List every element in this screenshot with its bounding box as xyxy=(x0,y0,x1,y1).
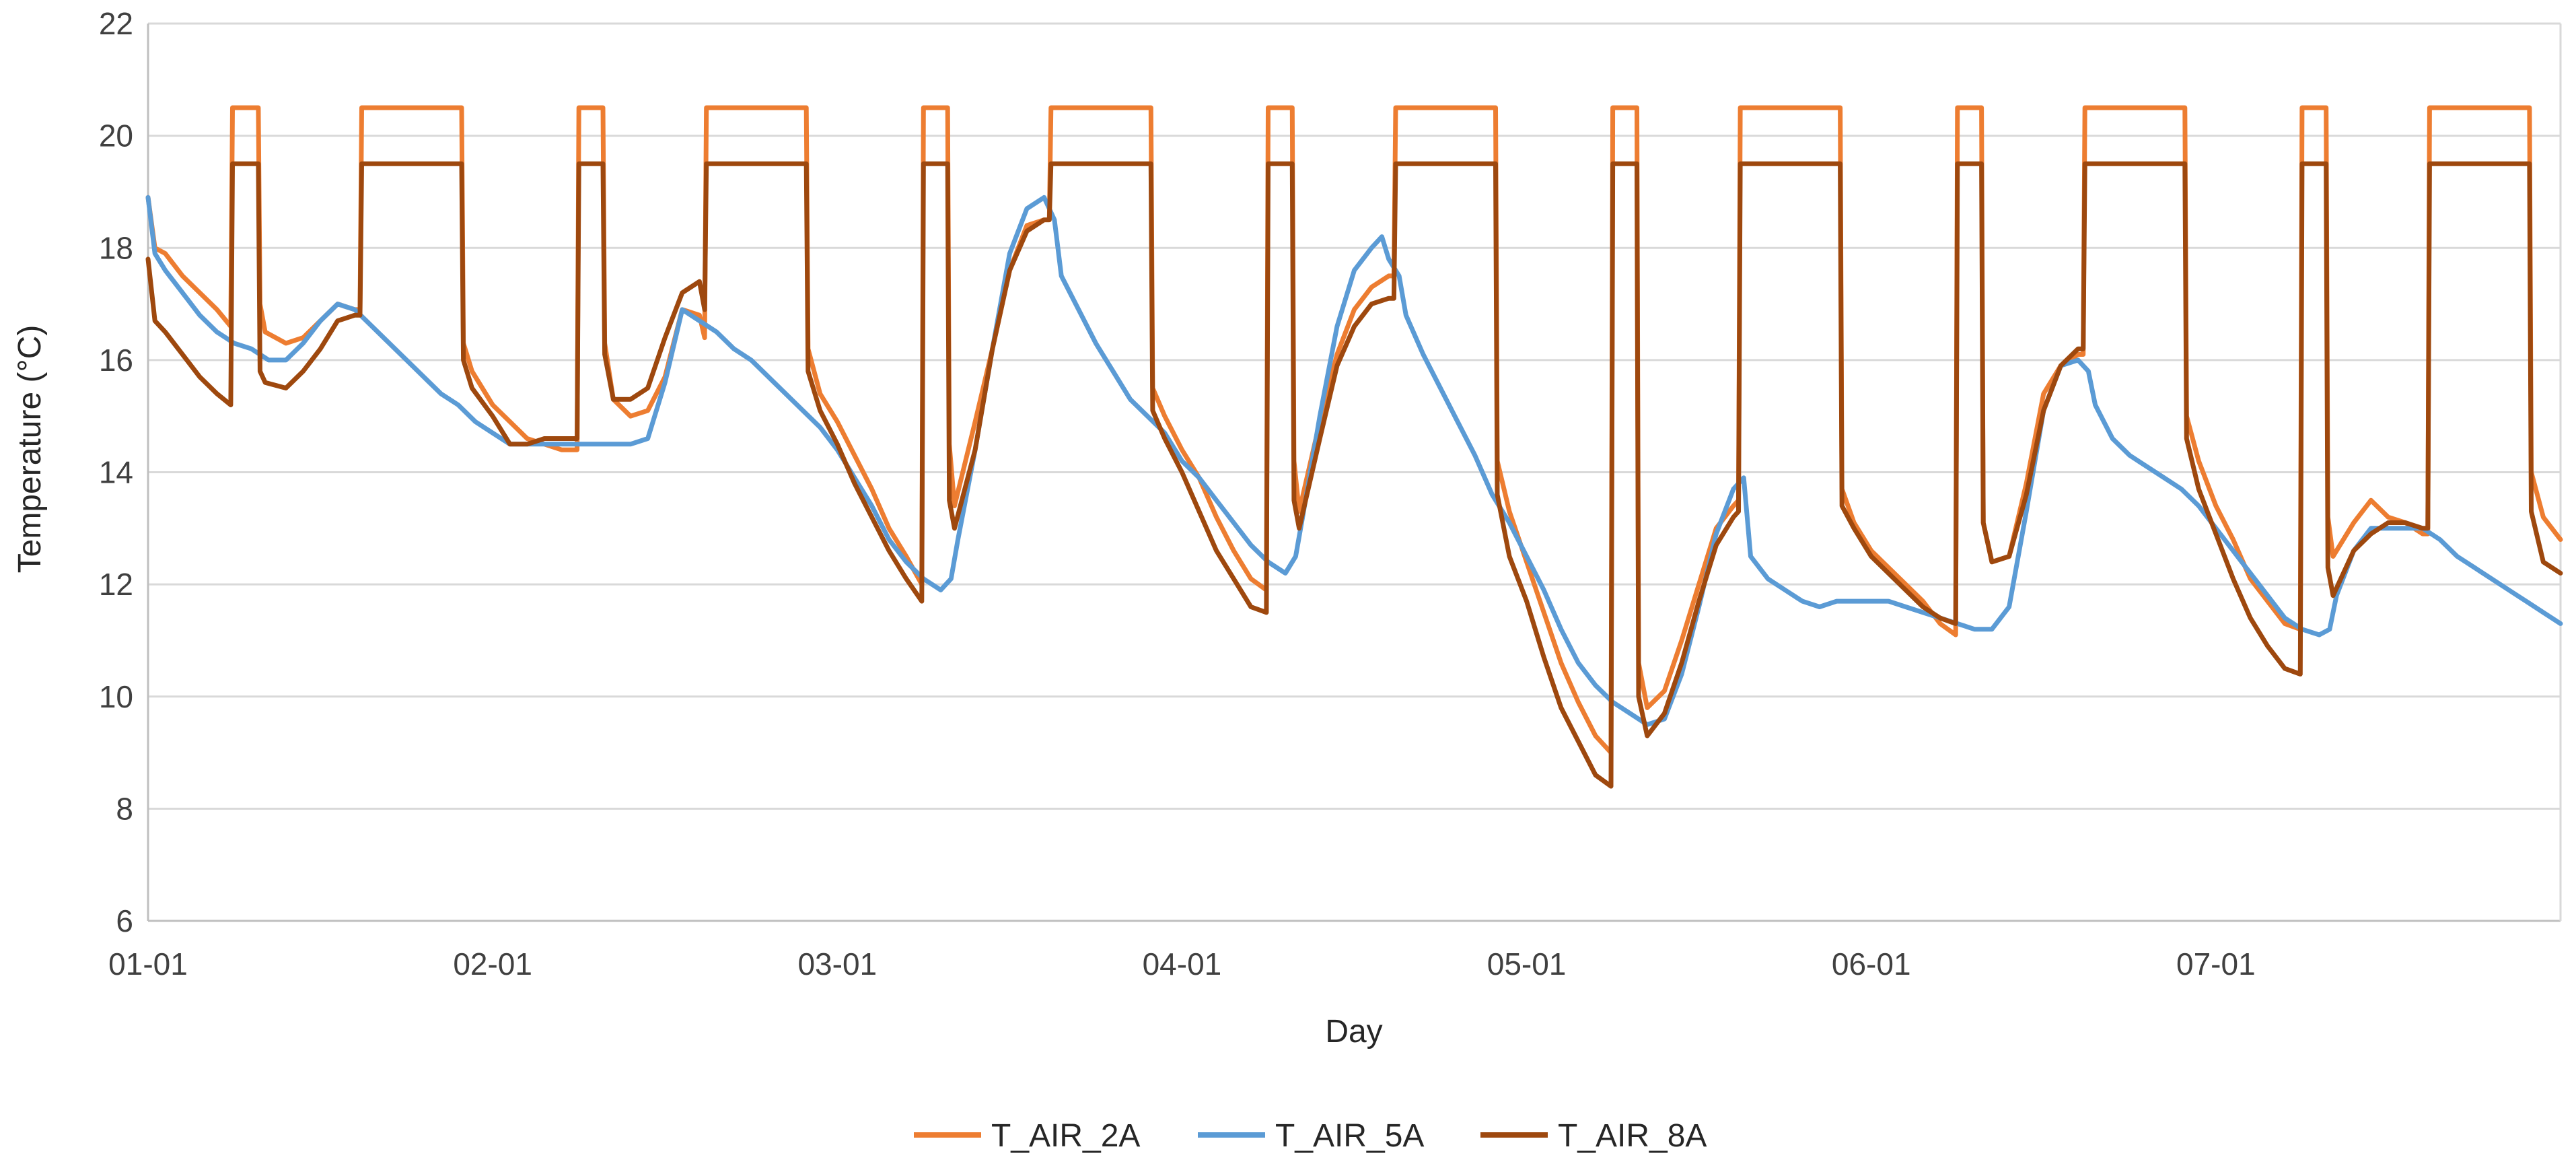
gridlines xyxy=(148,22,2561,810)
legend-item-t-air-5a: T_AIR_5A xyxy=(1198,1118,1424,1154)
legend-label: T_AIR_2A xyxy=(991,1118,1140,1154)
y-tick-label: 10 xyxy=(99,679,133,714)
x-axis-title: Day xyxy=(1325,1014,1382,1049)
x-tick-label: 06-01 xyxy=(1832,946,1911,981)
x-tick-labels: 01-01 02-01 03-01 04-01 05-01 06-01 07-01 xyxy=(108,946,2256,981)
legend-label: T_AIR_5A xyxy=(1275,1118,1424,1154)
y-tick-label: 18 xyxy=(99,230,133,265)
legend-item-t-air-8a: T_AIR_8A xyxy=(1480,1118,1707,1154)
y-tick-label: 14 xyxy=(99,455,133,490)
y-tick-label: 20 xyxy=(99,118,133,153)
legend-item-t-air-2a: T_AIR_2A xyxy=(914,1118,1140,1154)
y-tick-label: 12 xyxy=(99,567,133,602)
x-tick-label: 02-01 xyxy=(453,946,532,981)
legend-label: T_AIR_8A xyxy=(1558,1118,1707,1154)
x-tick-label: 04-01 xyxy=(1143,946,1222,981)
y-tick-label: 22 xyxy=(99,6,133,41)
series-line-t-air-5a xyxy=(145,195,2563,727)
axes xyxy=(147,24,2562,922)
series-lines xyxy=(145,105,2563,789)
y-tick-labels: 6 8 10 12 14 16 18 20 22 xyxy=(99,6,133,938)
x-tick-label: 05-01 xyxy=(1487,946,1567,981)
legend: T_AIR_2A T_AIR_5A T_AIR_8A xyxy=(914,1118,1707,1154)
x-tick-label: 03-01 xyxy=(797,946,877,981)
y-tick-label: 8 xyxy=(116,791,133,826)
series-line-t-air-8a xyxy=(145,161,2563,789)
y-tick-label: 6 xyxy=(116,903,133,938)
x-tick-label: 01-01 xyxy=(108,946,188,981)
y-axis-title: Temperature (°C) xyxy=(12,325,48,574)
y-tick-label: 16 xyxy=(99,343,133,378)
x-tick-label: 07-01 xyxy=(2176,946,2256,981)
